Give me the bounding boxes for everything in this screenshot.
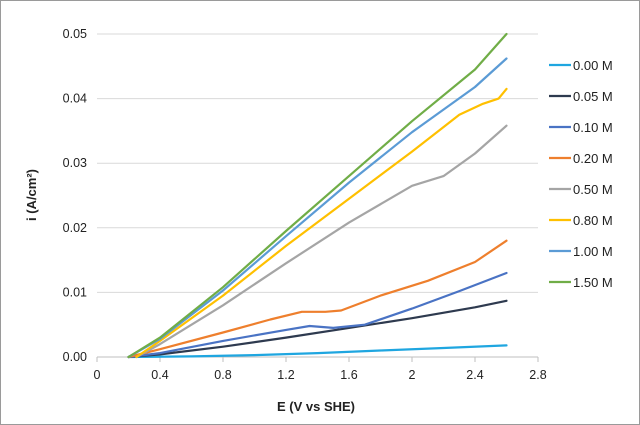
plot-area bbox=[127, 32, 508, 359]
legend-label: 0.80 M bbox=[573, 213, 613, 228]
legend: 0.00 M 0.05 M 0.10 M 0.20 M 0.50 M 0.80 M 1.00… bbox=[549, 58, 613, 290]
legend-label: 0.00 M bbox=[573, 58, 613, 73]
series-line-0-05-m bbox=[127, 299, 508, 359]
series-line-0-20-m bbox=[127, 239, 508, 359]
legend-item: 0.20 M bbox=[549, 151, 613, 166]
tick-labels: 0.00 0.01 0.02 0.03 0.04 0.05 0 0.4 0.8 1.2 1.6 2 2.… bbox=[63, 27, 547, 382]
series-line-1-00-m bbox=[127, 57, 508, 359]
legend-item: 0.80 M bbox=[549, 213, 613, 228]
series-line-1-50-m bbox=[127, 32, 508, 359]
series-line-0-80-m bbox=[135, 87, 508, 359]
legend-item: 0.05 M bbox=[549, 89, 613, 104]
x-tick-label: 0 bbox=[94, 368, 101, 382]
legend-label: 1.50 M bbox=[573, 275, 613, 290]
legend-item: 1.00 M bbox=[549, 244, 613, 259]
legend-label: 0.20 M bbox=[573, 151, 613, 166]
legend-item: 0.50 M bbox=[549, 182, 613, 197]
x-tick-label: 1.6 bbox=[340, 368, 357, 382]
x-tick-label: 1.2 bbox=[277, 368, 294, 382]
legend-label: 0.50 M bbox=[573, 182, 613, 197]
y-tick-label: 0.03 bbox=[63, 156, 87, 170]
x-tick-label: 2.8 bbox=[529, 368, 546, 382]
x-axis-title: E (V vs SHE) bbox=[277, 399, 355, 414]
legend-item: 0.00 M bbox=[549, 58, 613, 73]
y-axis-title: i (A/cm²) bbox=[24, 169, 39, 221]
y-tick-label: 0.00 bbox=[63, 350, 87, 364]
y-tick-label: 0.04 bbox=[63, 92, 87, 106]
legend-label: 1.00 M bbox=[573, 244, 613, 259]
y-tick-label: 0.01 bbox=[63, 285, 87, 299]
series-line-0-50-m bbox=[135, 124, 508, 359]
gridlines bbox=[97, 33, 538, 293]
legend-label: 0.05 M bbox=[573, 89, 613, 104]
series-line-0-10-m bbox=[127, 271, 508, 359]
legend-item: 1.50 M bbox=[549, 275, 613, 290]
x-tick-label: 0.4 bbox=[151, 368, 168, 382]
legend-label: 0.10 M bbox=[573, 120, 613, 135]
series-line-0-00-m bbox=[127, 344, 508, 359]
y-tick-label: 0.02 bbox=[63, 221, 87, 235]
legend-item: 0.10 M bbox=[549, 120, 613, 135]
x-tick-label: 2 bbox=[409, 368, 416, 382]
x-tick-label: 2.4 bbox=[466, 368, 483, 382]
y-tick-label: 0.05 bbox=[63, 27, 87, 41]
x-tick-label: 0.8 bbox=[214, 368, 231, 382]
